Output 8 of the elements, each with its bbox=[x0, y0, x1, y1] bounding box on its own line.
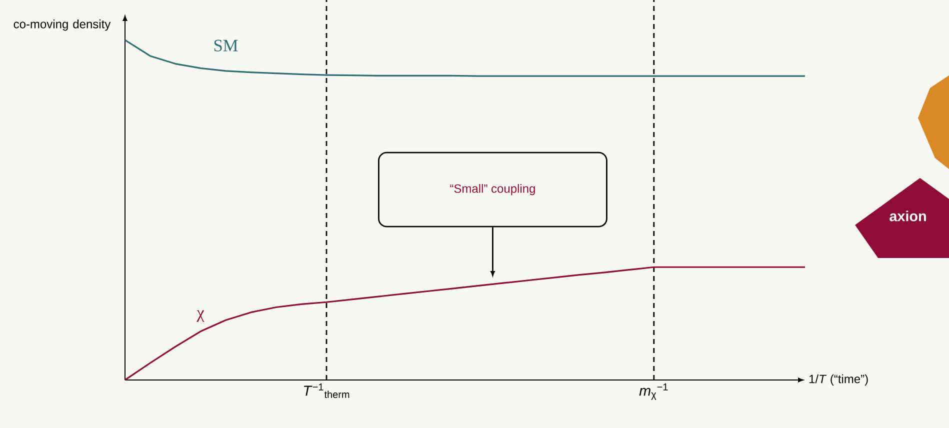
text: axion bbox=[890, 210, 926, 222]
y-axis-title: co-moving density bbox=[14, 20, 111, 31]
x-axis-title: 1/T (“time”) bbox=[809, 374, 868, 386]
x-tick-label: m$_{χ}$−1 bbox=[639, 384, 668, 400]
annotation: “Small” coupling bbox=[450, 184, 535, 196]
series-label: χ bbox=[196, 310, 204, 322]
x-tick-label: T$^{−1}$therm bbox=[304, 384, 350, 398]
series-label: SM bbox=[214, 40, 238, 52]
